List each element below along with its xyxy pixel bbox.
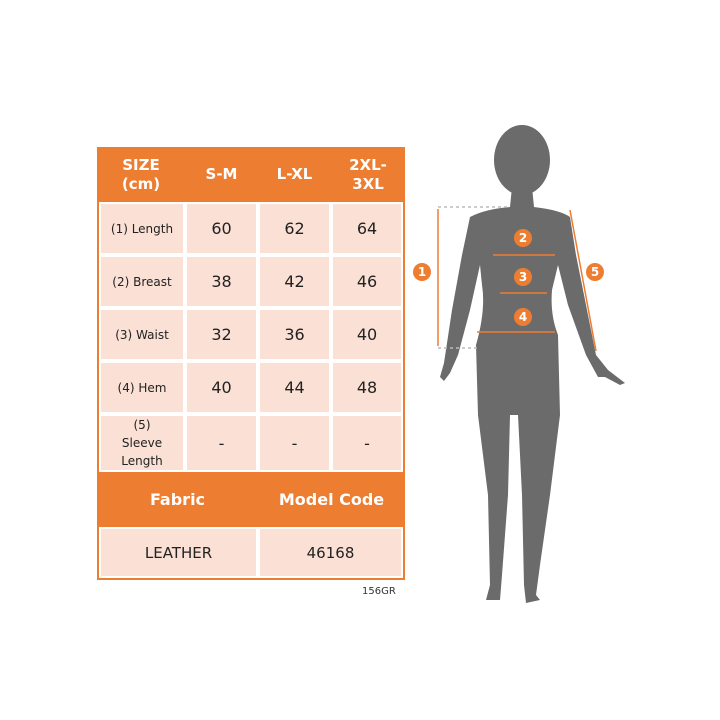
size-value: 60 <box>185 202 258 255</box>
row-label: (5) Sleeve Length <box>99 414 185 472</box>
size-value: - <box>331 414 403 472</box>
header-size: SIZE (cm) <box>121 155 161 193</box>
silhouette-icon <box>440 125 625 603</box>
size-value: 48 <box>331 361 403 414</box>
marker-1: 1 <box>418 265 426 279</box>
header-l-xl: L-XL <box>276 165 313 183</box>
marker-4: 4 <box>519 310 527 324</box>
size-chart-table: SIZE (cm) S-M L-XL 2XL- 3XL (1) Length 60… <box>97 147 405 580</box>
model-code-header: Model Code <box>278 490 385 509</box>
size-value: 36 <box>258 308 331 361</box>
marker-2: 2 <box>519 231 527 245</box>
size-value: 32 <box>185 308 258 361</box>
row-label: (2) Breast <box>99 255 185 308</box>
product-code: 156GR <box>362 586 396 597</box>
model-code-value: 46168 <box>258 527 403 578</box>
fabric-header: Fabric <box>149 490 206 509</box>
body-silhouette: 1 2 3 4 5 <box>413 125 625 603</box>
fabric-value: LEATHER <box>99 527 258 578</box>
size-value: 42 <box>258 255 331 308</box>
header-2xl-3xl: 2XL- 3XL <box>349 155 387 193</box>
size-value: 44 <box>258 361 331 414</box>
size-value: 40 <box>331 308 403 361</box>
size-value: - <box>258 414 331 472</box>
size-value: 62 <box>258 202 331 255</box>
size-value: - <box>185 414 258 472</box>
sleeve-arrow <box>569 209 597 352</box>
header-s-m: S-M <box>205 165 238 183</box>
marker-3: 3 <box>519 270 527 284</box>
size-value: 38 <box>185 255 258 308</box>
row-label: (3) Waist <box>99 308 185 361</box>
row-label: (1) Length <box>99 202 185 255</box>
size-value: 40 <box>185 361 258 414</box>
marker-5: 5 <box>591 265 599 279</box>
row-label: (4) Hem <box>99 361 185 414</box>
size-value: 46 <box>331 255 403 308</box>
size-value: 64 <box>331 202 403 255</box>
